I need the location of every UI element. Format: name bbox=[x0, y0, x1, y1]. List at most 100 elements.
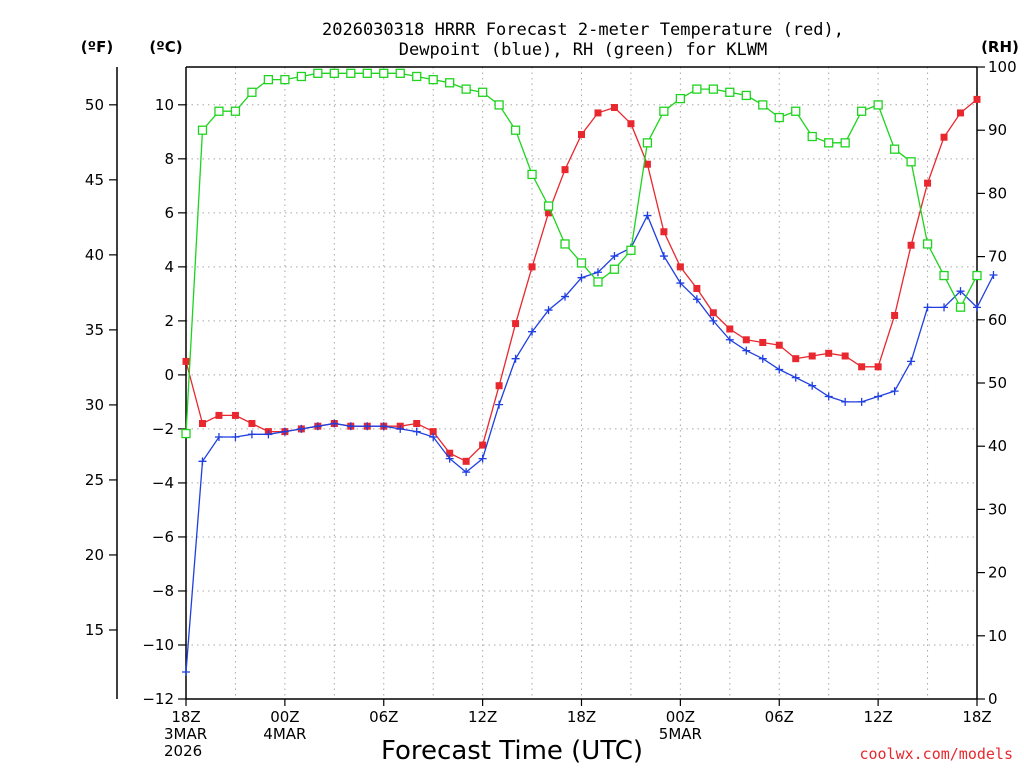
rh-point bbox=[791, 106, 801, 116]
temperature-point bbox=[924, 179, 932, 187]
series-dewpoint bbox=[182, 211, 998, 676]
dewpoint-line bbox=[185, 213, 995, 673]
rh-point bbox=[922, 239, 933, 249]
rh-tick-label: 70 bbox=[988, 248, 1007, 266]
rh-point bbox=[379, 68, 389, 78]
dewpoint-point bbox=[841, 397, 850, 406]
temperature-point bbox=[973, 95, 981, 103]
dewpoint-point bbox=[396, 424, 405, 433]
dewpoint-point bbox=[659, 252, 668, 261]
rh-line bbox=[185, 72, 978, 434]
dewpoint-point bbox=[528, 327, 537, 336]
temperature-point bbox=[858, 363, 866, 371]
dewpoint-point bbox=[775, 365, 784, 374]
rh-point bbox=[461, 84, 471, 94]
rh-unit-label: (RH) bbox=[981, 38, 1019, 56]
rh-point bbox=[313, 68, 323, 78]
rh-point bbox=[725, 87, 735, 97]
x-tick-label: 18Z bbox=[171, 708, 200, 726]
temperature-point bbox=[825, 349, 833, 357]
credit-text[interactable]: coolwx.com/models bbox=[859, 745, 1013, 763]
dewpoint-point bbox=[445, 454, 454, 463]
fahrenheit-tick-label: 30 bbox=[85, 396, 104, 414]
temperature-point bbox=[578, 131, 585, 139]
temperature-point bbox=[676, 263, 684, 271]
rh-point bbox=[428, 74, 438, 85]
rh-point bbox=[889, 144, 900, 154]
temperature-point bbox=[627, 120, 635, 128]
series-rh bbox=[181, 68, 982, 439]
fahrenheit-tick-label: 25 bbox=[85, 471, 104, 489]
temperature-point bbox=[429, 428, 437, 436]
temperature-point bbox=[957, 109, 965, 117]
rh-point bbox=[675, 93, 686, 104]
rh-point bbox=[412, 71, 422, 82]
dewpoint-point bbox=[890, 387, 899, 396]
temperature-point bbox=[693, 284, 701, 292]
rh-point bbox=[445, 78, 455, 88]
rh-point bbox=[263, 74, 274, 85]
celsius-tick-label: 2 bbox=[164, 312, 174, 330]
dewpoint-point bbox=[412, 427, 421, 436]
temperature-point bbox=[874, 363, 882, 371]
x-tick-label: 3MAR bbox=[164, 725, 207, 743]
dewpoint-point bbox=[379, 422, 388, 431]
temperature-point bbox=[413, 420, 421, 428]
temperature-point bbox=[462, 457, 470, 465]
rh-point bbox=[807, 131, 817, 142]
temperature-point bbox=[759, 338, 767, 346]
dewpoint-point bbox=[264, 430, 273, 439]
rh-point bbox=[477, 87, 488, 97]
rh-point bbox=[741, 90, 751, 101]
dewpoint-point bbox=[874, 392, 883, 401]
celsius-tick-label: −6 bbox=[152, 528, 174, 546]
temperature-point bbox=[215, 411, 223, 419]
rh-point bbox=[362, 68, 372, 78]
rh-point bbox=[824, 138, 834, 148]
dewpoint-point bbox=[462, 468, 471, 477]
celsius-tick-label: 10 bbox=[155, 96, 174, 114]
temperature-point bbox=[808, 352, 816, 360]
rh-point bbox=[214, 106, 224, 116]
dewpoint-point bbox=[923, 303, 932, 312]
rh-tick-label: 20 bbox=[988, 564, 1007, 582]
rh-point bbox=[609, 264, 620, 274]
dewpoint-point bbox=[280, 427, 289, 436]
rh-tick-label: 60 bbox=[988, 311, 1007, 329]
dewpoint-point bbox=[709, 316, 718, 325]
x-tick-label: 18Z bbox=[962, 708, 991, 726]
temperature-point bbox=[231, 411, 239, 419]
fahrenheit-unit-label: (ºF) bbox=[81, 38, 113, 56]
temperature-point bbox=[709, 309, 717, 317]
x-axis-label: Forecast Time (UTC) bbox=[381, 736, 643, 766]
series-layer bbox=[181, 68, 998, 676]
celsius-tick-label: −4 bbox=[152, 474, 174, 492]
celsius-tick-label: 8 bbox=[164, 150, 174, 168]
dewpoint-point bbox=[610, 252, 619, 261]
temperature-point bbox=[660, 228, 668, 236]
celsius-tick-label: 6 bbox=[164, 204, 174, 222]
temperature-point bbox=[594, 109, 602, 117]
temperature-point bbox=[528, 263, 536, 271]
rh-point bbox=[543, 201, 554, 211]
dewpoint-point bbox=[313, 422, 322, 431]
rh-point bbox=[346, 68, 356, 78]
rh-point bbox=[510, 125, 521, 135]
dewpoint-point bbox=[297, 424, 306, 433]
fahrenheit-tick-label: 20 bbox=[85, 546, 104, 564]
rh-point bbox=[181, 428, 191, 439]
celsius-unit-label: (ºC) bbox=[149, 38, 182, 56]
rh-point bbox=[395, 68, 405, 78]
chart-title-line-2: Dewpoint (blue), RH (green) for KLWM bbox=[399, 40, 767, 60]
rh-point bbox=[708, 84, 718, 94]
dewpoint-point bbox=[907, 357, 916, 366]
rh-tick-label: 10 bbox=[988, 627, 1007, 645]
dewpoint-point bbox=[478, 454, 487, 463]
celsius-tick-label: −2 bbox=[152, 420, 174, 438]
rh-point bbox=[626, 245, 636, 255]
fahrenheit-tick-label: 15 bbox=[85, 621, 104, 639]
rh-point bbox=[856, 106, 867, 116]
dewpoint-point bbox=[956, 287, 965, 296]
